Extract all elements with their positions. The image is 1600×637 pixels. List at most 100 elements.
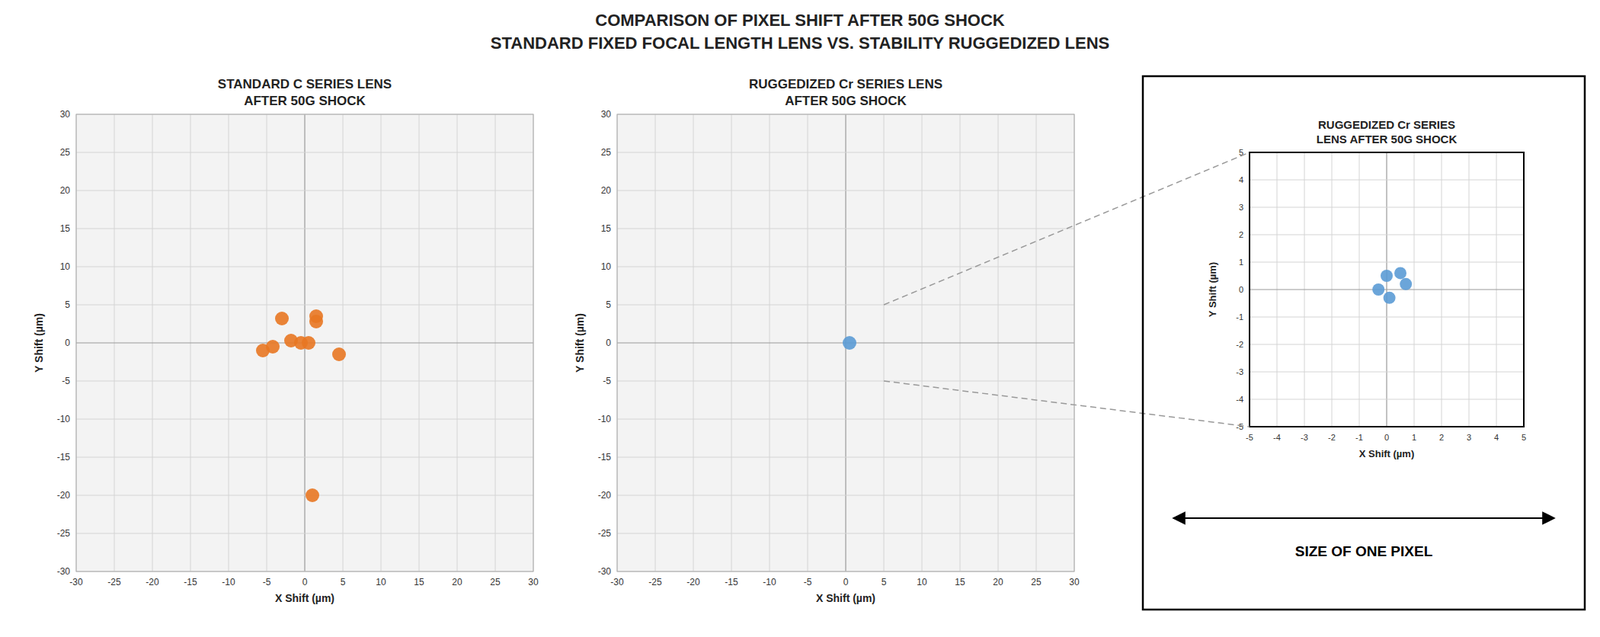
- point: [1394, 266, 1407, 279]
- panel-title: RUGGEDIZED Cr SERIES LENSAFTER 50G SHOCK: [748, 76, 943, 109]
- tick-label: 0: [302, 576, 308, 588]
- plot-area: [617, 114, 1075, 572]
- tick-label: 1: [1238, 257, 1244, 267]
- point: [1383, 291, 1396, 304]
- connector: [883, 380, 1250, 427]
- tick-label: -20: [57, 489, 71, 501]
- tick-label: 25: [489, 576, 501, 588]
- title-line: LENS AFTER 50G SHOCK: [1316, 132, 1458, 146]
- tick-label: -30: [598, 566, 612, 577]
- grid-line: [617, 228, 1075, 230]
- tick-label: 4: [1238, 175, 1244, 185]
- tick-label: -2: [1235, 339, 1244, 349]
- tick-label: 5: [340, 576, 346, 588]
- tick-label: -25: [107, 576, 122, 588]
- point: [842, 336, 857, 350]
- tick-label: 0: [64, 337, 71, 349]
- grid-line: [1249, 179, 1524, 181]
- grid-line: [1249, 207, 1524, 208]
- grid-line: [76, 228, 534, 230]
- tick-label: 1: [1411, 432, 1417, 442]
- tick-label: -20: [686, 576, 701, 588]
- tick-label: -5: [262, 576, 272, 588]
- tick-label: -5: [1245, 432, 1254, 442]
- tick-label: -3: [1235, 367, 1244, 377]
- grid-line: [617, 190, 1075, 192]
- tick-label: -20: [598, 489, 612, 501]
- grid-line: [76, 457, 534, 458]
- tick-label: -5: [602, 375, 612, 387]
- x-axis-label: X Shift (µm): [1359, 448, 1415, 460]
- tick-label: -20: [145, 576, 160, 588]
- tick-label: 4: [1494, 432, 1499, 442]
- tick-label: 30: [1068, 576, 1080, 588]
- tick-label: -5: [1235, 422, 1244, 432]
- grid-line: [617, 380, 1075, 382]
- grid-line: [76, 266, 534, 268]
- frame: [617, 114, 1075, 572]
- tick-label: -30: [57, 566, 71, 577]
- points: [842, 336, 857, 350]
- grid-line: [617, 457, 1075, 458]
- points: [256, 309, 346, 503]
- tick-label: 5: [64, 299, 71, 311]
- tick-label: 15: [60, 223, 71, 234]
- y-axis-label: Y Shift (µm): [1206, 262, 1219, 317]
- tick-label: 0: [843, 576, 849, 588]
- tick-label: -1: [1235, 312, 1244, 322]
- grid-line: [76, 152, 534, 154]
- tick-label: 2: [1439, 432, 1444, 442]
- tick-label: -4: [1273, 432, 1281, 442]
- tick-label: -15: [724, 576, 739, 588]
- chart: COMPARISON OF PIXEL SHIFT AFTER 50G SHOC…: [0, 0, 1600, 637]
- tick-label: -5: [803, 576, 813, 588]
- point: [265, 339, 280, 354]
- grid-line: [76, 419, 534, 420]
- grid-line: [1249, 399, 1524, 400]
- grid-line: [1249, 262, 1524, 263]
- tick-label: 10: [60, 261, 71, 272]
- zoom-connectors: [883, 152, 1250, 427]
- grid-line: [1249, 344, 1524, 346]
- plot-area: [1249, 152, 1524, 427]
- point: [275, 311, 289, 326]
- tick-label: 30: [601, 108, 612, 120]
- tick-label: 10: [916, 576, 928, 588]
- frame: [1249, 152, 1524, 427]
- grid-line: [617, 495, 1075, 496]
- tick-label: 30: [60, 108, 71, 120]
- tick-label: -15: [598, 451, 612, 463]
- grid-line: [76, 304, 534, 306]
- tick-label: 3: [1238, 202, 1244, 212]
- point: [309, 314, 324, 329]
- panel: -5-4-3-2-1012345-5-4-3-2-1012345RUGGEDIZ…: [1206, 118, 1527, 461]
- y-axis-label: Y Shift (µm): [573, 313, 586, 373]
- tick-label: 3: [1466, 432, 1472, 442]
- tick-label: 20: [60, 185, 71, 196]
- tick-label: -10: [762, 576, 777, 588]
- plot-area: [76, 114, 534, 572]
- tick-label: 20: [451, 576, 463, 588]
- tick-label: -25: [598, 528, 612, 539]
- tick-label: -30: [69, 576, 84, 588]
- point: [332, 347, 346, 362]
- subtitle: STANDARD FIXED FOCAL LENGTH LENS VS. STA…: [490, 33, 1110, 53]
- x-axis-label: X Shift (µm): [816, 592, 876, 605]
- title-line: AFTER 50G SHOCK: [784, 93, 907, 109]
- tick-label: 5: [1521, 432, 1527, 442]
- tick-label: -15: [183, 576, 198, 588]
- point: [1372, 283, 1385, 296]
- grid: [1249, 152, 1524, 427]
- points: [1372, 266, 1412, 304]
- tick-label: -10: [598, 413, 612, 425]
- tick-label: 25: [1030, 576, 1042, 588]
- zoom-box: [1142, 76, 1585, 610]
- title-line: STANDARD C SERIES LENS: [217, 76, 392, 92]
- grid-line: [76, 495, 534, 496]
- tick-label: 0: [1384, 432, 1389, 442]
- tick-label: 5: [605, 299, 612, 311]
- grid-line: [76, 190, 534, 192]
- title-line: AFTER 50G SHOCK: [243, 93, 366, 109]
- tick-label: -2: [1328, 432, 1336, 442]
- tick-label: -25: [57, 528, 71, 539]
